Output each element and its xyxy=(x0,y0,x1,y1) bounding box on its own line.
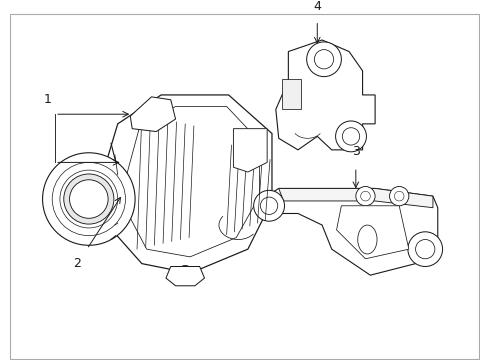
Circle shape xyxy=(306,42,341,77)
Polygon shape xyxy=(233,129,266,172)
Circle shape xyxy=(247,143,257,153)
Text: 4: 4 xyxy=(313,0,321,13)
Text: 3: 3 xyxy=(351,145,359,158)
Text: 1: 1 xyxy=(43,94,51,107)
Polygon shape xyxy=(103,95,271,273)
Polygon shape xyxy=(130,97,175,131)
Circle shape xyxy=(63,174,114,224)
Circle shape xyxy=(407,232,442,266)
Circle shape xyxy=(176,266,194,283)
Polygon shape xyxy=(281,78,300,109)
Polygon shape xyxy=(275,40,374,150)
Circle shape xyxy=(42,153,135,245)
Circle shape xyxy=(154,109,163,119)
Circle shape xyxy=(355,186,374,206)
Polygon shape xyxy=(165,266,204,286)
Circle shape xyxy=(149,104,168,124)
Circle shape xyxy=(181,270,189,278)
Polygon shape xyxy=(336,206,408,259)
Circle shape xyxy=(253,190,284,221)
Polygon shape xyxy=(259,188,437,275)
Polygon shape xyxy=(127,107,259,257)
Ellipse shape xyxy=(357,225,376,254)
Circle shape xyxy=(389,186,408,206)
Circle shape xyxy=(243,138,262,158)
Circle shape xyxy=(335,121,366,152)
Text: 2: 2 xyxy=(73,257,81,270)
Polygon shape xyxy=(278,188,432,208)
Circle shape xyxy=(69,180,108,218)
